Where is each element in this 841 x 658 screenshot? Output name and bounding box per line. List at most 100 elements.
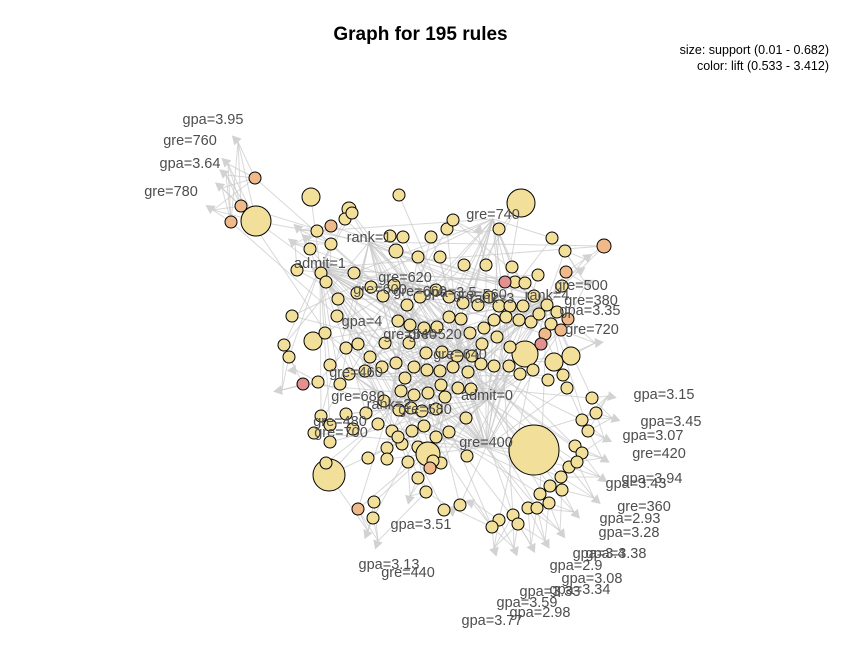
rule-node xyxy=(234,199,248,213)
rule-node xyxy=(533,487,547,501)
edge xyxy=(283,241,370,346)
rule-node xyxy=(415,404,429,418)
rule-node xyxy=(438,390,452,404)
rule-node xyxy=(561,346,581,366)
rule-node xyxy=(487,359,501,373)
rule-node xyxy=(463,326,477,340)
arrow-head xyxy=(509,546,519,557)
rule-node xyxy=(366,511,380,525)
rule-node xyxy=(429,430,443,444)
rule-node xyxy=(323,435,337,449)
arrow-head xyxy=(594,338,604,348)
arrow-head xyxy=(293,223,304,234)
item-label: gre=480 xyxy=(313,414,367,430)
rule-node xyxy=(375,360,389,374)
item-label: rank=2 xyxy=(367,397,412,413)
rule-node xyxy=(339,341,353,355)
item-label: gre=720 xyxy=(565,322,619,338)
item-label: gpa=3.59 xyxy=(497,595,558,611)
arrow-head xyxy=(405,494,415,505)
item-label: gpa=3.34 xyxy=(550,582,611,598)
item-label: gpa=3.15 xyxy=(634,387,695,403)
rule-node xyxy=(310,224,324,238)
rule-node xyxy=(396,230,410,244)
item-label: gre=460 xyxy=(329,365,383,381)
item-label: gpa=3.45 xyxy=(641,414,702,430)
arrow-head xyxy=(582,253,593,264)
rule-node xyxy=(471,298,485,312)
rule-node xyxy=(277,338,291,352)
rule-node xyxy=(531,268,545,282)
arrow-head xyxy=(301,233,312,244)
arrow-head xyxy=(323,261,334,271)
edge xyxy=(485,387,568,448)
rule-node xyxy=(570,455,584,469)
rule-node xyxy=(324,219,338,233)
rule-node xyxy=(377,394,391,408)
rule-node xyxy=(423,461,437,475)
rule-node xyxy=(411,471,425,485)
rule-node xyxy=(417,419,431,433)
rule-node xyxy=(350,286,364,300)
rule-node xyxy=(558,244,572,258)
rule-node xyxy=(532,307,546,321)
rule-node xyxy=(333,377,347,391)
rule-node xyxy=(314,409,328,423)
edge xyxy=(388,408,563,491)
arrow-head xyxy=(597,472,608,483)
rule-node xyxy=(435,345,449,359)
item-label: gre=620 xyxy=(378,270,432,286)
item-label: gpa=4 xyxy=(342,314,383,330)
edge xyxy=(227,163,242,207)
rule-node xyxy=(420,363,434,377)
edge xyxy=(486,373,521,401)
arrow-head xyxy=(231,135,242,146)
edge xyxy=(230,141,239,223)
rule-node xyxy=(358,364,372,378)
rule-node xyxy=(479,258,493,272)
item-label: gpa=3.13 xyxy=(359,557,420,573)
item-label: gre=640 xyxy=(433,347,487,363)
rule-node xyxy=(512,313,526,327)
rule-node xyxy=(555,279,569,293)
arrow-head xyxy=(590,494,601,505)
item-label: rank=3 xyxy=(470,291,515,307)
rule-node xyxy=(224,215,238,229)
edge xyxy=(564,250,587,285)
rule-node xyxy=(342,367,356,381)
rule-node xyxy=(323,418,337,432)
rule-node xyxy=(296,377,310,391)
rule-node xyxy=(324,237,338,251)
rule-node xyxy=(446,360,460,374)
rule-node xyxy=(459,411,473,425)
rule-node xyxy=(498,275,512,289)
arrow-head xyxy=(287,365,297,375)
edge xyxy=(368,241,576,447)
rule-node xyxy=(380,452,394,466)
rule-node xyxy=(518,276,532,290)
rule-node xyxy=(429,402,443,416)
item-label: gpa=3.5 xyxy=(424,285,477,301)
rule-node xyxy=(506,188,536,218)
rule-node xyxy=(499,310,513,324)
rule-node xyxy=(402,336,416,350)
rule-node xyxy=(376,289,390,303)
edge xyxy=(377,491,427,542)
rule-node xyxy=(347,266,361,280)
edge xyxy=(576,461,595,499)
arrow-head xyxy=(363,529,373,540)
arrow-head xyxy=(373,539,383,550)
edge xyxy=(319,267,442,386)
rule-node xyxy=(446,213,460,227)
item-label: gre=580 xyxy=(398,402,452,418)
item-label: rank=4 xyxy=(525,288,570,304)
edge xyxy=(498,299,548,521)
item-label: gpa=3.95 xyxy=(183,112,244,128)
arrow-head xyxy=(599,453,610,463)
rule-node xyxy=(585,391,599,405)
rule-node xyxy=(240,205,272,237)
rule-node xyxy=(464,382,478,396)
item-label: gpa=2.9 xyxy=(550,558,603,574)
arrow-head xyxy=(606,391,617,401)
item-label: gre=360 xyxy=(617,499,671,515)
